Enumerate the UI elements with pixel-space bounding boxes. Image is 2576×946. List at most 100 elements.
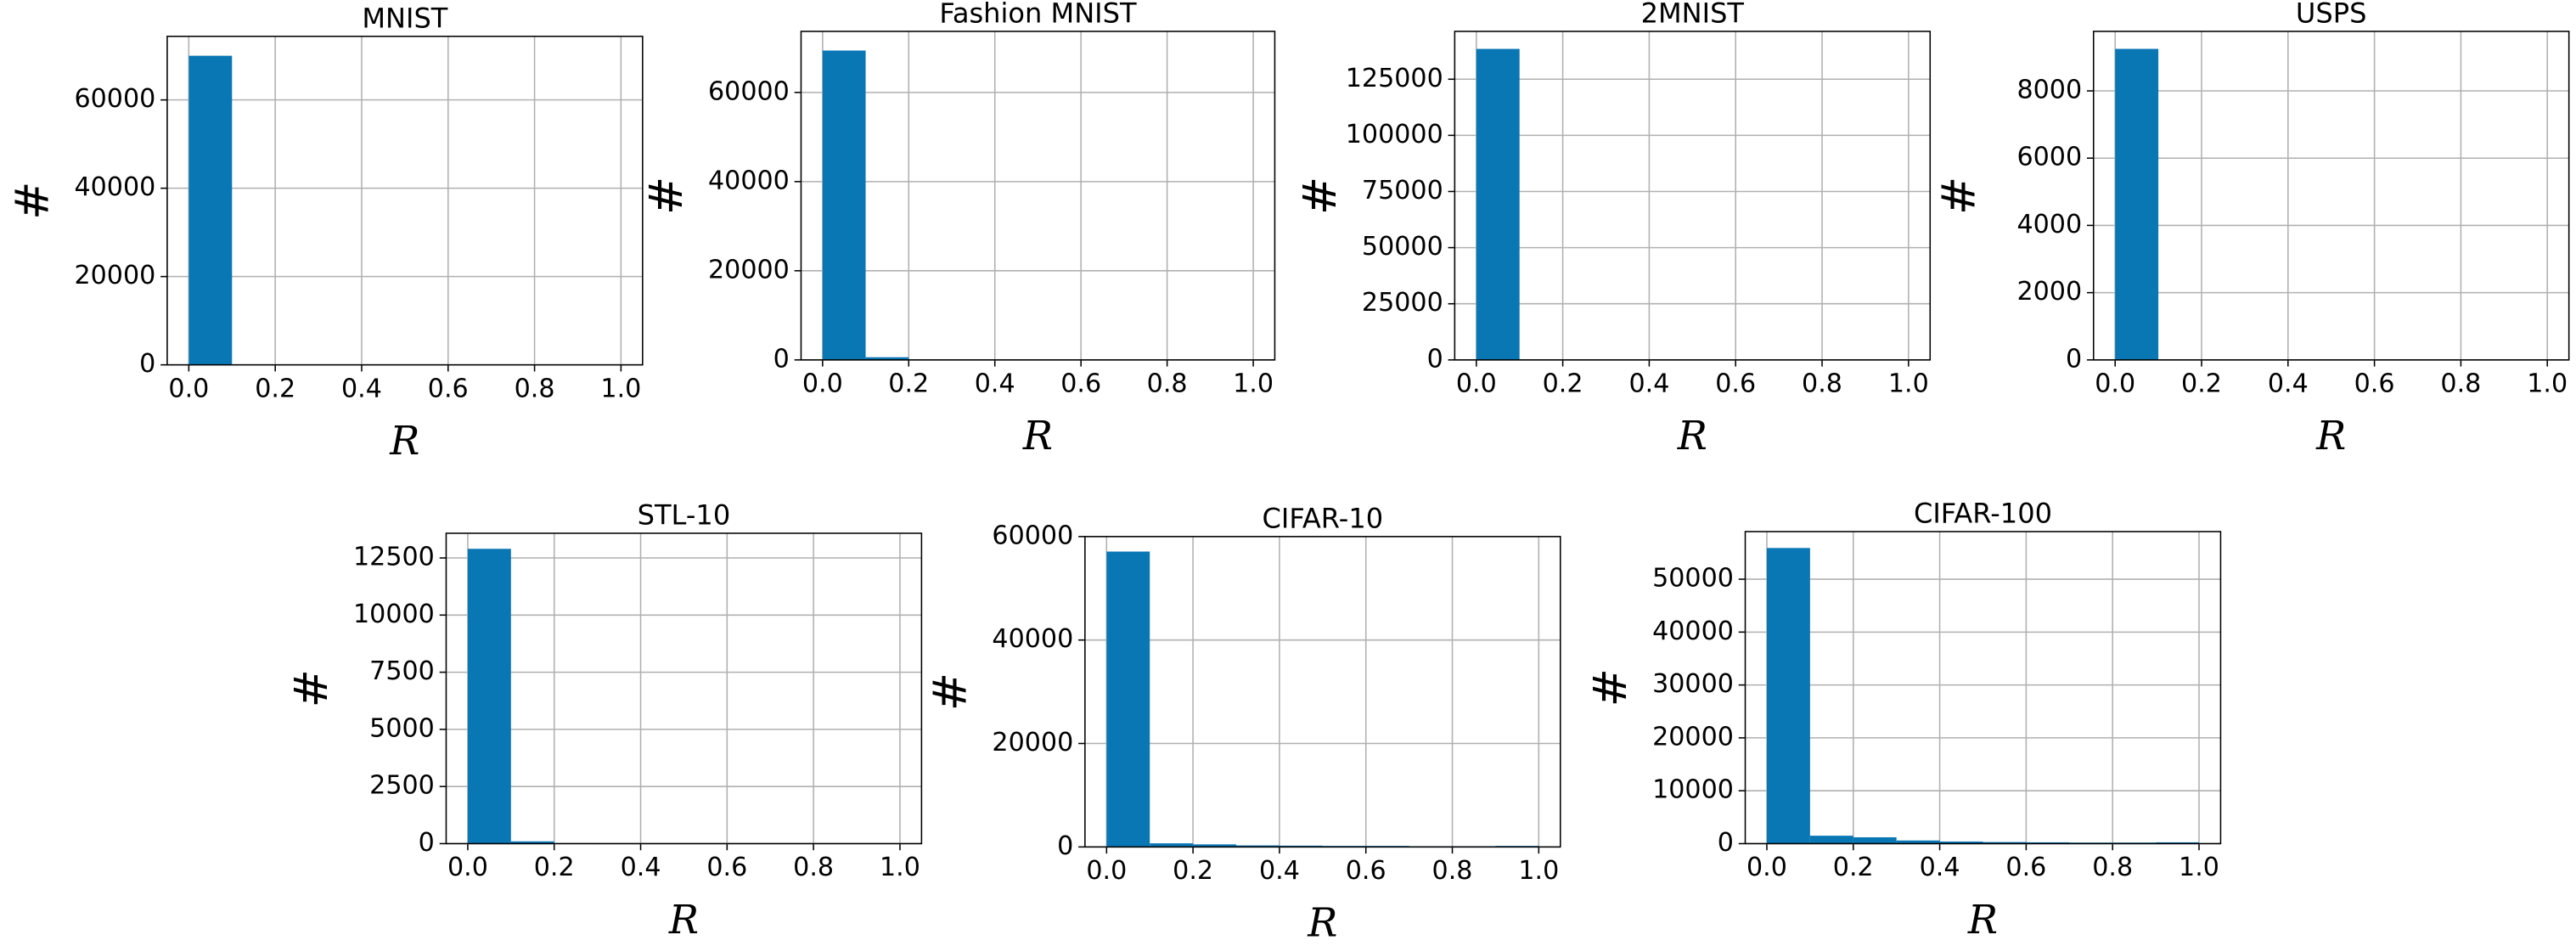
x-tick-label: 0.2 — [534, 853, 575, 882]
x-tick-label: 0.0 — [1746, 853, 1787, 882]
x-tick-label: 0.2 — [255, 374, 295, 403]
plot-frame — [445, 532, 923, 845]
x-tick-label: 1.0 — [1233, 369, 1274, 398]
x-tick-label: 0.4 — [341, 374, 382, 403]
x-tick-label: 0.4 — [1259, 856, 1300, 886]
y-tick-label: 20000 — [74, 261, 155, 290]
x-tick-label: 0.0 — [1086, 856, 1127, 886]
y-tick-label: 0 — [139, 349, 155, 379]
plot-frame — [1454, 31, 1932, 361]
x-tick-label: 0.2 — [1543, 369, 1583, 398]
x-tick-label: 1.0 — [2179, 853, 2219, 882]
x-tick-label: 1.0 — [600, 374, 641, 403]
y-tick-label: 2000 — [2016, 277, 2082, 307]
x-tick-label: 0.8 — [1432, 856, 1473, 886]
x-tick-label: 0.4 — [1628, 369, 1669, 398]
y-tick-label: 20000 — [992, 728, 1073, 757]
y-tick-label: 0 — [1427, 344, 1443, 374]
histogram-bar — [467, 549, 511, 844]
x-tick-label: 0.2 — [888, 369, 929, 398]
y-tick-label: 7500 — [369, 656, 435, 686]
plot-frame — [166, 35, 644, 366]
histogram-bar — [188, 55, 233, 365]
x-tick-label: 0.0 — [1456, 369, 1497, 398]
x-axis-label: R — [2315, 414, 2346, 459]
chart-title: CIFAR-10 — [1263, 502, 1384, 534]
x-tick-label: 0.6 — [1715, 369, 1756, 398]
x-tick-label: 0.6 — [2354, 369, 2395, 398]
x-tick-label: 0.2 — [2181, 369, 2222, 398]
x-tick-label: 0.0 — [447, 853, 488, 882]
histogram-bar — [1193, 844, 1237, 847]
histogram-bar — [1236, 845, 1280, 847]
chart-title: 2MNIST — [1641, 0, 1745, 29]
histogram-bar — [1106, 551, 1150, 847]
y-tick-label: 100000 — [1346, 120, 1443, 149]
x-axis-label: R — [1022, 414, 1053, 459]
x-axis-label: R — [1967, 898, 1998, 943]
y-tick-label: 10000 — [353, 600, 435, 629]
histogram-bar — [1853, 836, 1897, 844]
y-tick-label: 10000 — [1652, 775, 1734, 805]
x-tick-label: 1.0 — [1518, 856, 1559, 886]
y-axis-label: # — [5, 181, 59, 220]
x-tick-label: 0.6 — [1060, 369, 1101, 398]
histogram-bar — [2156, 842, 2199, 844]
x-tick-label: 0.8 — [2092, 853, 2133, 882]
y-tick-label: 0 — [773, 344, 790, 374]
chart-title: STL-10 — [638, 499, 731, 532]
histogram-bar — [865, 357, 909, 360]
plot-frame — [2092, 31, 2570, 361]
chart-title: MNIST — [362, 2, 447, 34]
chart-title: CIFAR-100 — [1914, 498, 2052, 530]
x-tick-label: 0.6 — [2005, 853, 2046, 882]
y-tick-label: 30000 — [1652, 669, 1734, 699]
x-tick-label: 0.8 — [2440, 369, 2481, 398]
histogram-bar — [1939, 841, 1983, 844]
x-tick-label: 0.0 — [2095, 369, 2135, 398]
y-tick-label: 5000 — [369, 713, 435, 743]
x-tick-label: 0.0 — [802, 369, 843, 398]
plot-frame — [1084, 536, 1561, 848]
x-tick-label: 0.6 — [1346, 856, 1386, 886]
chart-title: Fashion MNIST — [939, 0, 1137, 29]
histogram-bar — [1809, 836, 1853, 844]
y-tick-label: 2500 — [369, 771, 435, 801]
y-axis-label: # — [638, 177, 693, 216]
y-tick-label: 40000 — [1652, 617, 1734, 646]
x-tick-label: 0.2 — [1173, 856, 1213, 886]
y-tick-label: 4000 — [2016, 210, 2082, 239]
x-axis-label: R — [1677, 414, 1707, 459]
y-tick-label: 20000 — [708, 255, 790, 284]
x-tick-label: 0.0 — [168, 374, 209, 403]
y-tick-label: 40000 — [992, 624, 1073, 654]
y-axis-label: # — [922, 673, 976, 712]
x-tick-label: 0.4 — [1920, 853, 1960, 882]
x-tick-label: 0.2 — [1833, 853, 1874, 882]
y-tick-label: 25000 — [1362, 288, 1443, 318]
y-tick-label: 0 — [1718, 828, 1734, 858]
y-tick-label: 75000 — [1362, 176, 1443, 206]
x-axis-label: R — [668, 898, 699, 943]
histogram-bar — [822, 50, 866, 360]
histogram-bar — [1476, 48, 1520, 360]
y-tick-label: 50000 — [1652, 564, 1734, 594]
histogram-bar — [2026, 842, 2070, 844]
x-tick-label: 0.8 — [1147, 369, 1188, 398]
y-tick-label: 8000 — [2016, 76, 2082, 105]
chart-title: USPS — [2296, 0, 2367, 29]
histogram-bar — [1150, 843, 1194, 847]
x-tick-label: 0.4 — [2268, 369, 2309, 398]
y-tick-label: 6000 — [2016, 143, 2082, 172]
histogram-bar — [1766, 548, 1810, 844]
x-tick-label: 0.8 — [515, 374, 555, 403]
x-tick-label: 0.8 — [1802, 369, 1842, 398]
histogram-bar — [2115, 48, 2159, 360]
x-tick-label: 0.8 — [793, 853, 834, 882]
y-tick-label: 0 — [2066, 344, 2082, 374]
plot-frame — [800, 31, 1276, 361]
y-tick-label: 40000 — [708, 166, 790, 195]
y-tick-label: 40000 — [74, 172, 155, 202]
y-axis-label: # — [1292, 177, 1347, 216]
